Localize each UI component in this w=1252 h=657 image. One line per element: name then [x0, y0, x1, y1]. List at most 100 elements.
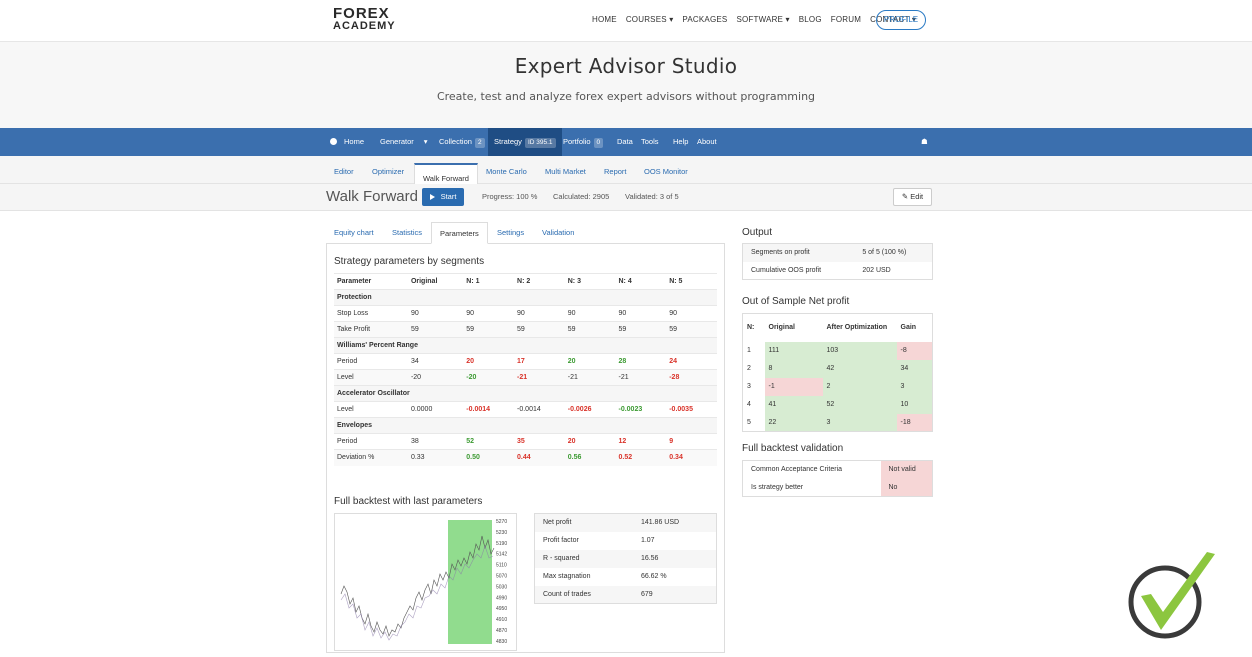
params-cell: -0.0014 [463, 401, 515, 418]
oos-cell-gain: 34 [896, 359, 933, 378]
y-tick-label: 4990 [496, 595, 507, 601]
params-header-cell: N: 2 [514, 273, 565, 290]
graduation-cap-icon[interactable]: ☗ [921, 137, 928, 146]
app-nav: Home Generator ▾ Collection 2 Strategy ID 3… [0, 128, 1252, 156]
hero-subtitle: Create, test and analyze forex expert ad… [436, 90, 816, 103]
strategy-id-badge: ID 395.1 [524, 138, 556, 148]
params-cell: 24 [666, 353, 717, 370]
subtab-report[interactable]: Report [604, 167, 627, 176]
tab-statistics[interactable]: Statistics [392, 228, 423, 237]
subtab-monte-carlo[interactable]: Monte Carlo [486, 167, 527, 176]
nav-about[interactable]: About [697, 137, 717, 146]
profile-button[interactable]: PROFILE [876, 10, 926, 30]
y-tick-label: 5190 [496, 541, 507, 547]
nav-courses[interactable]: COURSES ▾ [625, 15, 674, 24]
oos-cell-n: 4 [747, 401, 751, 408]
params-row: Deviation % 0.33 0.50 0.44 0.56 0.52 0.34 [334, 449, 717, 466]
nav-forum[interactable]: FORUM [830, 15, 862, 24]
tab-validation[interactable]: Validation [542, 228, 575, 237]
oos-cell-gain: 3 [896, 377, 933, 396]
y-tick-label: 5070 [496, 574, 507, 580]
caret-down-icon: ▾ [423, 137, 428, 146]
params-cell: 34 [407, 353, 464, 370]
oos-cell-after: 103 [822, 341, 897, 360]
stat-row: R - squared 16.56 [534, 549, 717, 568]
balance-line-shadow [340, 545, 494, 641]
stat-value: 16.56 [632, 549, 717, 568]
stat-row: Net profit 141.86 USD [534, 513, 717, 532]
params-cell: -0.0035 [666, 401, 717, 418]
nav-help[interactable]: Help [673, 137, 689, 146]
oos-cell-after: 3 [822, 413, 897, 432]
nav-collection[interactable]: Collection 2 [439, 128, 485, 156]
subtab-multi-market[interactable]: Multi Market [545, 167, 586, 176]
validation-title: Full backtest validation [742, 443, 844, 454]
nav-packages[interactable]: PACKAGES [682, 15, 728, 24]
nav-data[interactable]: Data [617, 137, 633, 146]
oos-cell-orig: -1 [764, 377, 823, 396]
nav-contact[interactable]: CONTACT ▾ [870, 15, 917, 24]
start-button[interactable]: Start [422, 188, 464, 206]
y-tick-label: 5142 [496, 552, 507, 558]
params-cell: 9 [666, 433, 717, 450]
subtab-walk-forward[interactable]: Walk Forward [414, 163, 478, 184]
params-row: Level 0.0000 -0.0014 -0.0014 -0.0026 -0.0023-… [334, 401, 717, 418]
oos-row: 2 8 42 34 [743, 359, 933, 378]
validation-label: Is strategy better [751, 483, 804, 491]
tab-equity-chart[interactable]: Equity chart [334, 228, 374, 237]
params-cell: Level [334, 401, 408, 418]
params-cell: -21 [514, 369, 565, 386]
params-cell: 90 [463, 305, 515, 322]
nav-software[interactable]: SOFTWARE ▾ [736, 15, 790, 24]
generator-label: Generator [380, 137, 414, 146]
subtab-optimizer[interactable]: Optimizer [372, 167, 405, 176]
sub-tabs: Editor Optimizer Walk Forward Monte Carl… [0, 156, 1252, 184]
params-cell: -28 [666, 369, 717, 386]
tab-parameters[interactable]: Parameters [431, 222, 488, 244]
stat-label: Profit factor [543, 537, 579, 544]
nav-blog[interactable]: BLOG [798, 15, 822, 24]
params-cell: 59 [615, 321, 667, 338]
params-cell: Period [334, 353, 408, 370]
nav-strategy[interactable]: Strategy ID 395.1 [488, 128, 562, 156]
collection-count-badge: 2 [474, 138, 485, 148]
params-cell: 0.44 [514, 449, 565, 466]
progress-text: Progress: 100 % [482, 192, 538, 201]
backtest-title: Full backtest with last parameters [334, 496, 483, 507]
oos-cell-n: 1 [747, 347, 751, 354]
hero: Expert Advisor Studio Create, test and a… [0, 42, 1252, 128]
params-group-row: Protection [334, 289, 717, 306]
tab-settings[interactable]: Settings [497, 228, 525, 237]
oos-cell-n: 2 [747, 365, 751, 372]
validation-row: Is strategy better No [743, 478, 933, 497]
edit-button[interactable]: ✎ Edit [893, 188, 932, 206]
params-cell: 59 [407, 321, 464, 338]
checkmark-logo-icon [1128, 552, 1215, 639]
params-cell: 59 [463, 321, 515, 338]
params-group-label: Williams' Percent Range [334, 337, 717, 354]
hero-title: Expert Advisor Studio [514, 54, 738, 78]
y-axis-ticks: 5270 5230 5190 5142 5110 5070 5030 4990 4950 4910… [496, 519, 507, 645]
oos-cell-after: 42 [822, 359, 897, 378]
params-group-label: Protection [334, 289, 717, 306]
y-tick-label: 4870 [496, 628, 507, 634]
subtab-editor[interactable]: Editor [334, 167, 354, 176]
calculated-text: Calculated: 2905 [553, 192, 610, 201]
params-cell: Level [334, 369, 408, 386]
params-row: Period 38 52 35 20 12 9 [334, 433, 717, 450]
params-cell: 0.0000 [407, 401, 464, 418]
oos-cell-gain: 10 [896, 395, 933, 414]
nav-tools[interactable]: Tools [641, 137, 659, 146]
nav-generator[interactable]: Generator ▾ [380, 128, 428, 156]
params-cell: Period [334, 433, 408, 450]
params-cell: -0.0014 [514, 401, 565, 418]
site-nav: HOME COURSES ▾ PACKAGES SOFTWARE ▾ BLOG … [592, 15, 925, 24]
oos-cell-after: 2 [822, 377, 897, 396]
forex-academy-logo[interactable]: FOREX ACADEMY [333, 5, 401, 35]
nav-home[interactable]: HOME [592, 15, 617, 24]
nav-portfolio[interactable]: Portfolio 0 [563, 128, 604, 156]
logo-line1: FOREX [333, 5, 390, 22]
subtab-oos-monitor[interactable]: OOS Monitor [644, 167, 688, 176]
nav-home-item[interactable]: Home [330, 128, 364, 156]
params-header-cell: N: 4 [615, 273, 667, 290]
